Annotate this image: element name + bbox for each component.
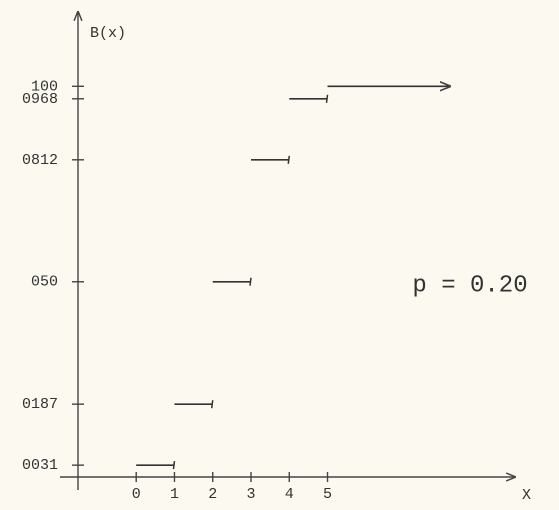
y-tick-label: 100 — [31, 78, 58, 95]
x-tick-label: 5 — [323, 486, 332, 503]
y-tick-label: 0031 — [22, 457, 58, 474]
x-tick-label: 4 — [285, 486, 294, 503]
x-tick-label: 0 — [132, 486, 141, 503]
y-tick-label: 0812 — [22, 152, 58, 169]
y-axis-label: B(x) — [90, 25, 126, 42]
step-end — [172, 461, 176, 470]
x-tick-label: 3 — [246, 486, 255, 503]
y-tick-label: 0187 — [22, 396, 58, 413]
step-end — [210, 400, 214, 409]
y-tick-label: 0968 — [22, 91, 58, 108]
x-tick-label: 1 — [170, 486, 179, 503]
annotation: p = 0.20 — [412, 272, 527, 299]
y-tick-label: 050 — [31, 274, 58, 291]
step-end — [287, 155, 291, 164]
step-end — [325, 94, 329, 103]
x-axis-label: X — [522, 487, 531, 504]
step-end — [249, 277, 252, 286]
x-tick-label: 2 — [208, 486, 217, 503]
